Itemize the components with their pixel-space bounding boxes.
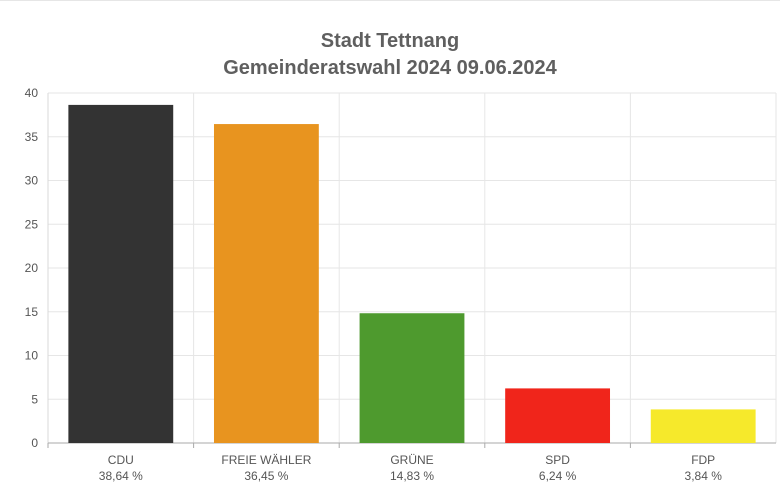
value-label: 14,83 % xyxy=(390,469,434,483)
y-tick-label: 15 xyxy=(25,305,39,319)
category-label: CDU xyxy=(108,453,134,467)
value-label: 38,64 % xyxy=(99,469,143,483)
chart-subtitle: Gemeinderatswahl 2024 09.06.2024 xyxy=(223,57,557,79)
value-label: 3,84 % xyxy=(685,469,723,483)
bar-grüne xyxy=(359,313,465,443)
value-label: 36,45 % xyxy=(244,469,288,483)
value-label: 6,24 % xyxy=(539,469,577,483)
y-tick-label: 30 xyxy=(25,174,39,188)
bar-cdu xyxy=(68,104,174,444)
y-tick-label: 40 xyxy=(25,86,39,100)
category-label: SPD xyxy=(545,453,570,467)
bar-fdp xyxy=(650,409,756,443)
y-tick-label: 10 xyxy=(25,349,39,363)
chart-title: Stadt Tettnang xyxy=(320,30,460,52)
bar-freie-wähler xyxy=(213,124,319,443)
category-label: GRÜNE xyxy=(390,453,433,467)
category-label: FDP xyxy=(691,453,715,467)
category-label: FREIE WÄHLER xyxy=(221,453,311,467)
y-tick-label: 5 xyxy=(31,392,38,406)
y-tick-label: 20 xyxy=(25,261,39,275)
y-tick-label: 0 xyxy=(31,436,38,450)
bar-spd xyxy=(505,388,611,443)
y-tick-label: 25 xyxy=(25,217,39,231)
y-tick-label: 35 xyxy=(25,130,39,144)
